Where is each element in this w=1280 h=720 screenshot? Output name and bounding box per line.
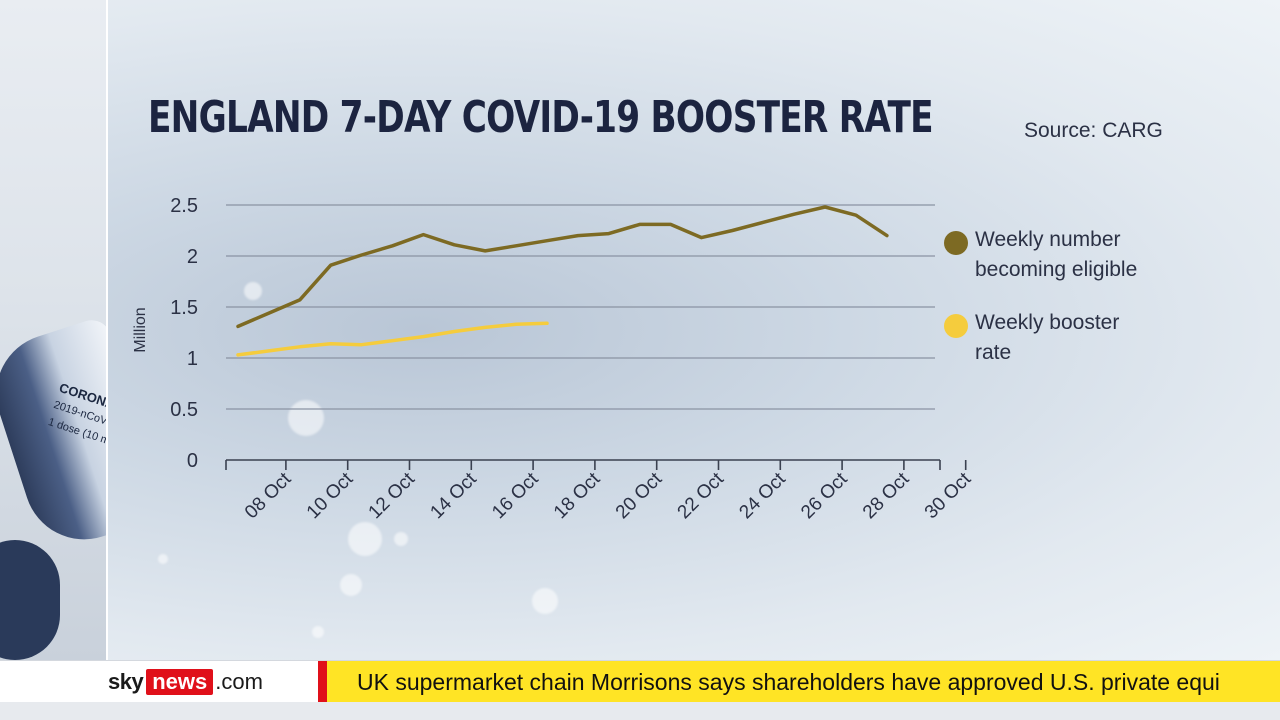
vaccine-vial-photo: CORONA 2019-nCoV 1 dose (10 m (0, 0, 108, 660)
x-tick-label: 26 Oct (797, 468, 852, 523)
legend-swatch-eligible (944, 231, 968, 255)
x-tick-label: 24 Oct (735, 468, 790, 523)
x-tick-label: 30 Oct (921, 468, 976, 523)
line-chart: 0 0.5 1 1.5 2 2.5 08 Oct 10 Oct 12 Oct 14 Oct 16 … (132, 195, 976, 523)
x-tick-label: 08 Oct (241, 468, 296, 523)
logo-sky-text: sky (108, 669, 144, 694)
broadcast-graphic: CORONA 2019-nCoV 1 dose (10 m ENGLAND 7-… (0, 0, 1280, 660)
y-axis-ticks: 0 0.5 1 1.5 2 2.5 (170, 195, 198, 472)
ticker-headline-bar: UK supermarket chain Morrisons says shar… (318, 661, 1280, 703)
sky-news-logo: sky news .com (108, 669, 263, 695)
x-tick-label: 18 Oct (550, 468, 605, 523)
glove-image (0, 540, 60, 660)
y-tick-label: 2.5 (170, 195, 198, 217)
bokeh-light (312, 626, 324, 638)
bottom-strip (0, 702, 1280, 720)
legend-label-booster-line1: Weekly booster (975, 311, 1120, 334)
logo-domain-text: .com (215, 669, 263, 694)
bokeh-light (244, 282, 262, 300)
x-axis-ticks: 08 Oct 10 Oct 12 Oct 14 Oct 16 Oct 18 Oct 20 O… (241, 468, 976, 523)
y-tick-label: 0 (187, 450, 198, 472)
y-tick-label: 1.5 (170, 297, 198, 319)
series-lines (236, 205, 889, 357)
x-tick-label: 14 Oct (426, 468, 481, 523)
bokeh-light (158, 554, 168, 564)
y-axis-label: Million (132, 307, 149, 352)
x-tick-label: 12 Oct (365, 468, 420, 523)
gridlines (226, 204, 935, 410)
legend-label-booster-line2: rate (975, 341, 1012, 364)
chart-title: ENGLAND 7-DAY COVID-19 BOOSTER RATE (148, 92, 934, 143)
news-ticker: sky news .com UK supermarket chain Morri… (0, 660, 1280, 703)
x-tick-label: 22 Oct (674, 468, 729, 523)
source-credit: Source: CARG (1024, 119, 1163, 142)
x-axis (225, 459, 967, 470)
series-line-booster (236, 321, 549, 357)
legend-label-eligible-line2: becoming eligible (975, 258, 1138, 281)
bokeh-light (340, 574, 362, 596)
x-tick-label: 28 Oct (859, 468, 914, 523)
x-tick-label: 10 Oct (303, 468, 358, 523)
y-tick-label: 1 (187, 348, 198, 370)
bokeh-light (532, 588, 558, 614)
bokeh-light (288, 400, 324, 436)
bokeh-light (348, 522, 382, 556)
y-tick-label: 0.5 (170, 399, 198, 421)
legend-swatch-booster (944, 314, 968, 338)
series-line-eligible (236, 205, 889, 329)
bokeh-light (394, 532, 408, 546)
logo-news-box: news (146, 669, 214, 695)
legend-label-eligible-line1: Weekly number (975, 228, 1121, 251)
x-tick-label: 16 Oct (488, 468, 543, 523)
x-tick-label: 20 Oct (612, 468, 667, 523)
ticker-headline: UK supermarket chain Morrisons says shar… (357, 669, 1220, 695)
y-tick-label: 2 (187, 246, 198, 268)
